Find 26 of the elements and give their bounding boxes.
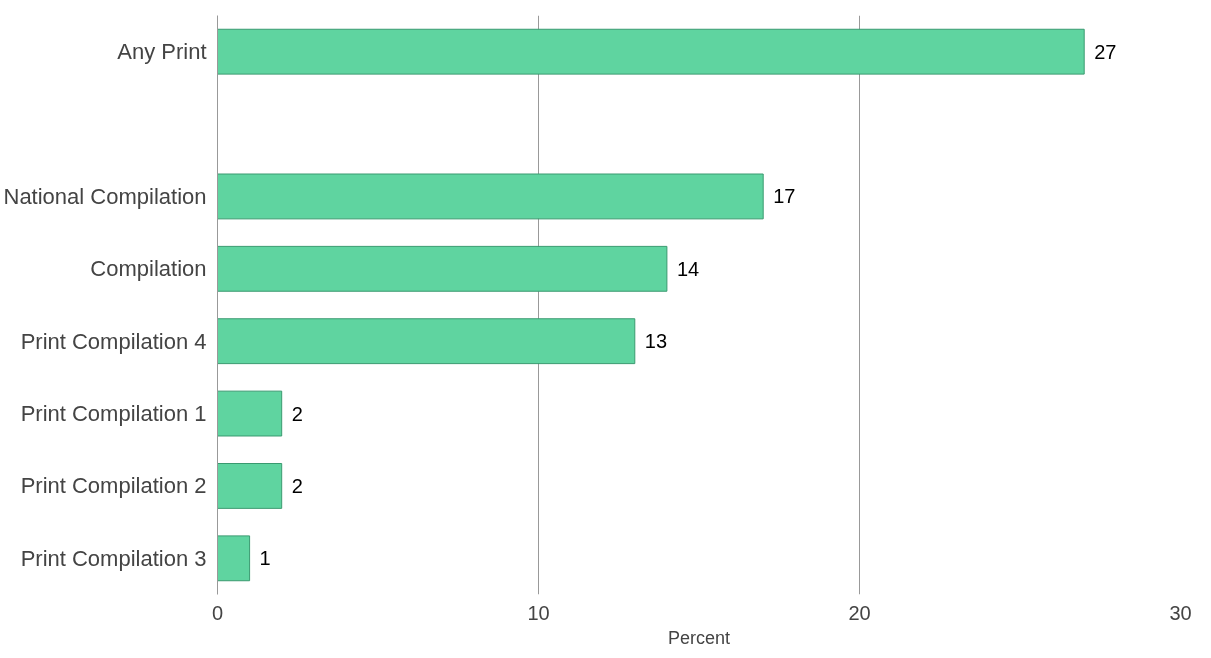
y-tick-label: Print Compilation 1 — [20, 401, 207, 427]
bar — [217, 245, 668, 292]
bar — [217, 28, 1085, 75]
bar — [217, 318, 636, 365]
y-tick-label: National Compilation — [3, 183, 207, 209]
x-axis-title: Percent — [667, 627, 731, 648]
data-label: 1 — [259, 547, 271, 570]
y-tick-label: Print Compilation 2 — [20, 473, 207, 499]
x-tick-label: 30 — [1169, 601, 1192, 624]
bar — [217, 390, 283, 437]
data-label: 14 — [676, 257, 700, 280]
data-label: 27 — [1094, 40, 1117, 63]
bar — [217, 535, 251, 582]
data-label: 2 — [291, 474, 303, 497]
x-tick-label: 10 — [527, 601, 550, 624]
x-tick-label: 20 — [848, 601, 871, 624]
y-tick-label: Print Compilation 3 — [20, 545, 207, 571]
data-label: 13 — [644, 330, 668, 353]
x-tick-label: 0 — [211, 601, 224, 624]
y-tick-label: Any Print — [117, 39, 207, 65]
data-label: 17 — [773, 185, 796, 208]
y-tick-label: Print Compilation 4 — [20, 328, 207, 354]
bar — [217, 463, 283, 509]
bar — [217, 173, 764, 220]
y-tick-label: Compilation — [90, 256, 207, 282]
data-label: 2 — [291, 402, 303, 425]
